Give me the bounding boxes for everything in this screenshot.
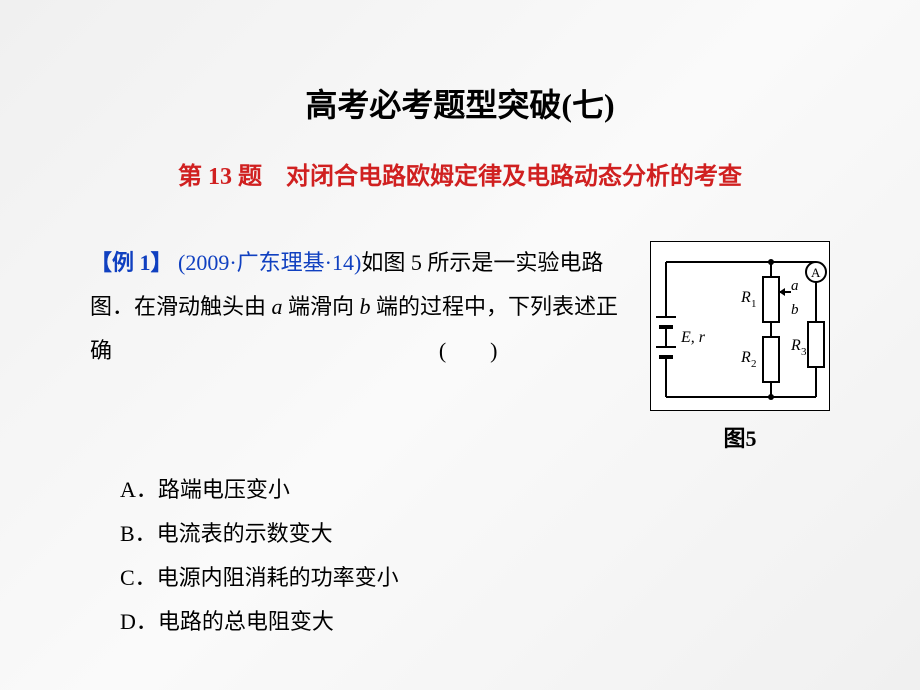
var-a: a <box>272 294 283 319</box>
question-block: 【例 1】 (2009·广东理基·14)如图 5 所示是一实验电路图．在滑动触头… <box>90 241 830 453</box>
circuit-R3-sub: 3 <box>801 346 807 358</box>
figure-caption: 图5 <box>650 421 830 453</box>
circuit-A-label: A <box>811 265 821 280</box>
option-c: C．电源内阻消耗的功率变小 <box>120 556 830 600</box>
var-b: b <box>360 294 371 319</box>
option-b: B．电流表的示数变大 <box>120 512 830 556</box>
circuit-R2-label: R <box>740 349 751 366</box>
circuit-R2-sub: 2 <box>751 358 757 370</box>
subtitle: 第 13 题 对闭合电路欧姆定律及电路动态分析的考查 <box>50 156 870 191</box>
source-label: (2009·广东理基·14) <box>178 250 361 275</box>
option-d: D．电路的总电阻变大 <box>120 600 830 644</box>
answer-paren: ( ) <box>118 329 498 373</box>
circuit-R1-label: R <box>740 289 751 306</box>
figure-block: E, r R 1 R 2 R 3 a b A 图5 <box>650 241 830 453</box>
option-a: A．路端电压变小 <box>120 468 830 512</box>
options-list: A．路端电压变小 B．电流表的示数变大 C．电源内阻消耗的功率变小 D．电路的总… <box>90 468 830 644</box>
circuit-b-label: b <box>791 302 799 318</box>
main-title: 高考必考题型突破(七) <box>50 80 870 126</box>
circuit-R1-sub: 1 <box>751 298 757 310</box>
question-text: 【例 1】 (2009·广东理基·14)如图 5 所示是一实验电路图．在滑动触头… <box>90 241 640 373</box>
circuit-R3-label: R <box>790 337 801 354</box>
circuit-E-label: E, r <box>680 329 706 346</box>
circuit-diagram: E, r R 1 R 2 R 3 a b A <box>650 241 830 411</box>
content-area: 【例 1】 (2009·广东理基·14)如图 5 所示是一实验电路图．在滑动触头… <box>50 241 870 644</box>
example-label: 【例 1】 <box>90 250 173 275</box>
circuit-a-label: a <box>791 278 799 294</box>
question-part2: 端滑向 <box>283 294 360 319</box>
